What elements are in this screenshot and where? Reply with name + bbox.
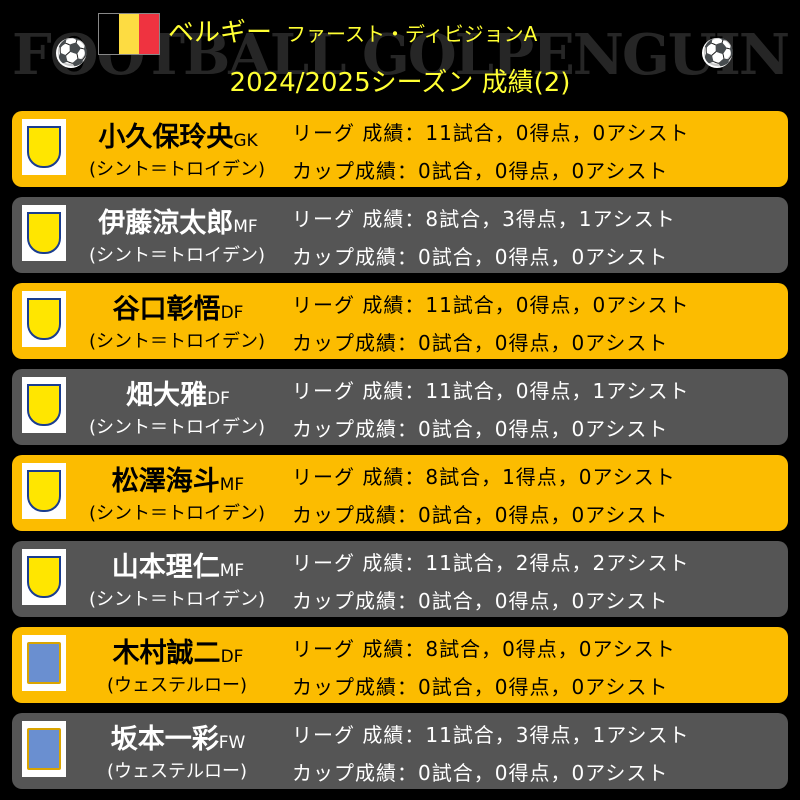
- player-row: 木村誠二DF (ウェステルロー) リーグ 成績：8試合，0得点，0アシスト カッ…: [12, 627, 788, 703]
- cup-stats: カップ成績：0試合，0得点，0アシスト: [292, 417, 669, 441]
- club-logo-icon: [22, 119, 66, 175]
- name-text: 山本理仁: [111, 552, 220, 583]
- name-text: 谷口彰悟: [112, 294, 221, 325]
- cup-stats: カップ成績：0試合，0得点，0アシスト: [292, 589, 669, 613]
- position: MF: [219, 475, 245, 495]
- club-logo-icon: [22, 291, 66, 347]
- name-text: 松澤海斗: [111, 466, 220, 497]
- cup-stats: カップ成績：0試合，0得点，0アシスト: [292, 503, 669, 527]
- name-text: 小久保玲央: [98, 122, 234, 153]
- player-row: 小久保玲央GK (シント＝トロイデン) リーグ 成績：11試合，0得点，0アシス…: [12, 111, 788, 187]
- club-logo-icon: [22, 635, 66, 691]
- league: ファースト・ディビジョンA: [286, 22, 538, 46]
- player-name: 伊藤涼太郎MF: [68, 201, 288, 240]
- league-stats: リーグ 成績：11試合，0得点，0アシスト: [292, 293, 690, 317]
- subtitle: 2024/2025シーズン 成績(2): [229, 68, 571, 98]
- title: ベルギー ファースト・ディビジョンA: [168, 12, 537, 49]
- league-stats: リーグ 成績：8試合，3得点，1アシスト: [292, 207, 676, 231]
- league-stats: リーグ 成績：8試合，0得点，0アシスト: [292, 637, 676, 661]
- cup-stats: カップ成績：0試合，0得点，0アシスト: [292, 761, 669, 785]
- club-logo-icon: [22, 377, 66, 433]
- name-text: 坂本一彩: [110, 724, 219, 755]
- name-text: 木村誠二: [112, 638, 221, 669]
- club-name: (シント＝トロイデン): [88, 245, 266, 266]
- country: ベルギー: [168, 18, 273, 48]
- position: FW: [218, 733, 246, 753]
- cup-stats: カップ成績：0試合，0得点，0アシスト: [292, 159, 669, 183]
- player-name: 谷口彰悟DF: [68, 287, 288, 326]
- position: DF: [207, 389, 230, 409]
- player-name: 坂本一彩FW: [68, 717, 288, 756]
- club-name: (シント＝トロイデン): [88, 417, 266, 438]
- cup-stats: カップ成績：0試合，0得点，0アシスト: [292, 245, 669, 269]
- player-name: 小久保玲央GK: [68, 115, 288, 154]
- player-name: 木村誠二DF: [68, 631, 288, 670]
- club-name: (ウェステルロー): [106, 761, 248, 782]
- league-stats: リーグ 成績：11試合，0得点，0アシスト: [292, 121, 690, 145]
- cup-stats: カップ成績：0試合，0得点，0アシスト: [292, 675, 669, 699]
- position: GK: [233, 131, 258, 151]
- position: MF: [233, 217, 258, 237]
- position: DF: [220, 647, 244, 667]
- league-stats: リーグ 成績：11試合，0得点，1アシスト: [292, 379, 690, 403]
- player-row: 伊藤涼太郎MF (シント＝トロイデン) リーグ 成績：8試合，3得点，1アシスト…: [12, 197, 788, 273]
- club-name: (シント＝トロイデン): [88, 503, 266, 524]
- club-logo-icon: [22, 205, 66, 261]
- club-logo-icon: [22, 463, 66, 519]
- name-text: 畑大雅: [126, 380, 208, 411]
- league-stats: リーグ 成績：11試合，3得点，1アシスト: [292, 723, 690, 747]
- club-logo-icon: [22, 549, 66, 605]
- player-row: 山本理仁MF (シント＝トロイデン) リーグ 成績：11試合，2得点，2アシスト…: [12, 541, 788, 617]
- player-name: 山本理仁MF: [68, 545, 288, 584]
- club-name: (シント＝トロイデン): [88, 331, 266, 352]
- player-row: 松澤海斗MF (シント＝トロイデン) リーグ 成績：8試合，1得点，0アシスト …: [12, 455, 788, 531]
- club-name: (ウェステルロー): [106, 675, 248, 696]
- name-text: 伊藤涼太郎: [98, 208, 234, 239]
- player-name: 畑大雅DF: [68, 373, 288, 412]
- player-row: 畑大雅DF (シント＝トロイデン) リーグ 成績：11試合，0得点，1アシスト …: [12, 369, 788, 445]
- belgium-flag-icon: [98, 13, 160, 55]
- position: DF: [220, 303, 244, 323]
- club-logo-icon: [22, 721, 66, 777]
- player-name: 松澤海斗MF: [68, 459, 288, 498]
- player-row: 坂本一彩FW (ウェステルロー) リーグ 成績：11試合，3得点，1アシスト カ…: [12, 713, 788, 789]
- club-name: (シント＝トロイデン): [88, 589, 266, 610]
- player-row: 谷口彰悟DF (シント＝トロイデン) リーグ 成績：11試合，0得点，0アシスト…: [12, 283, 788, 359]
- cup-stats: カップ成績：0試合，0得点，0アシスト: [292, 331, 669, 355]
- league-stats: リーグ 成績：8試合，1得点，0アシスト: [292, 465, 676, 489]
- position: MF: [219, 561, 245, 581]
- club-name: (シント＝トロイデン): [88, 159, 266, 180]
- league-stats: リーグ 成績：11試合，2得点，2アシスト: [292, 551, 690, 575]
